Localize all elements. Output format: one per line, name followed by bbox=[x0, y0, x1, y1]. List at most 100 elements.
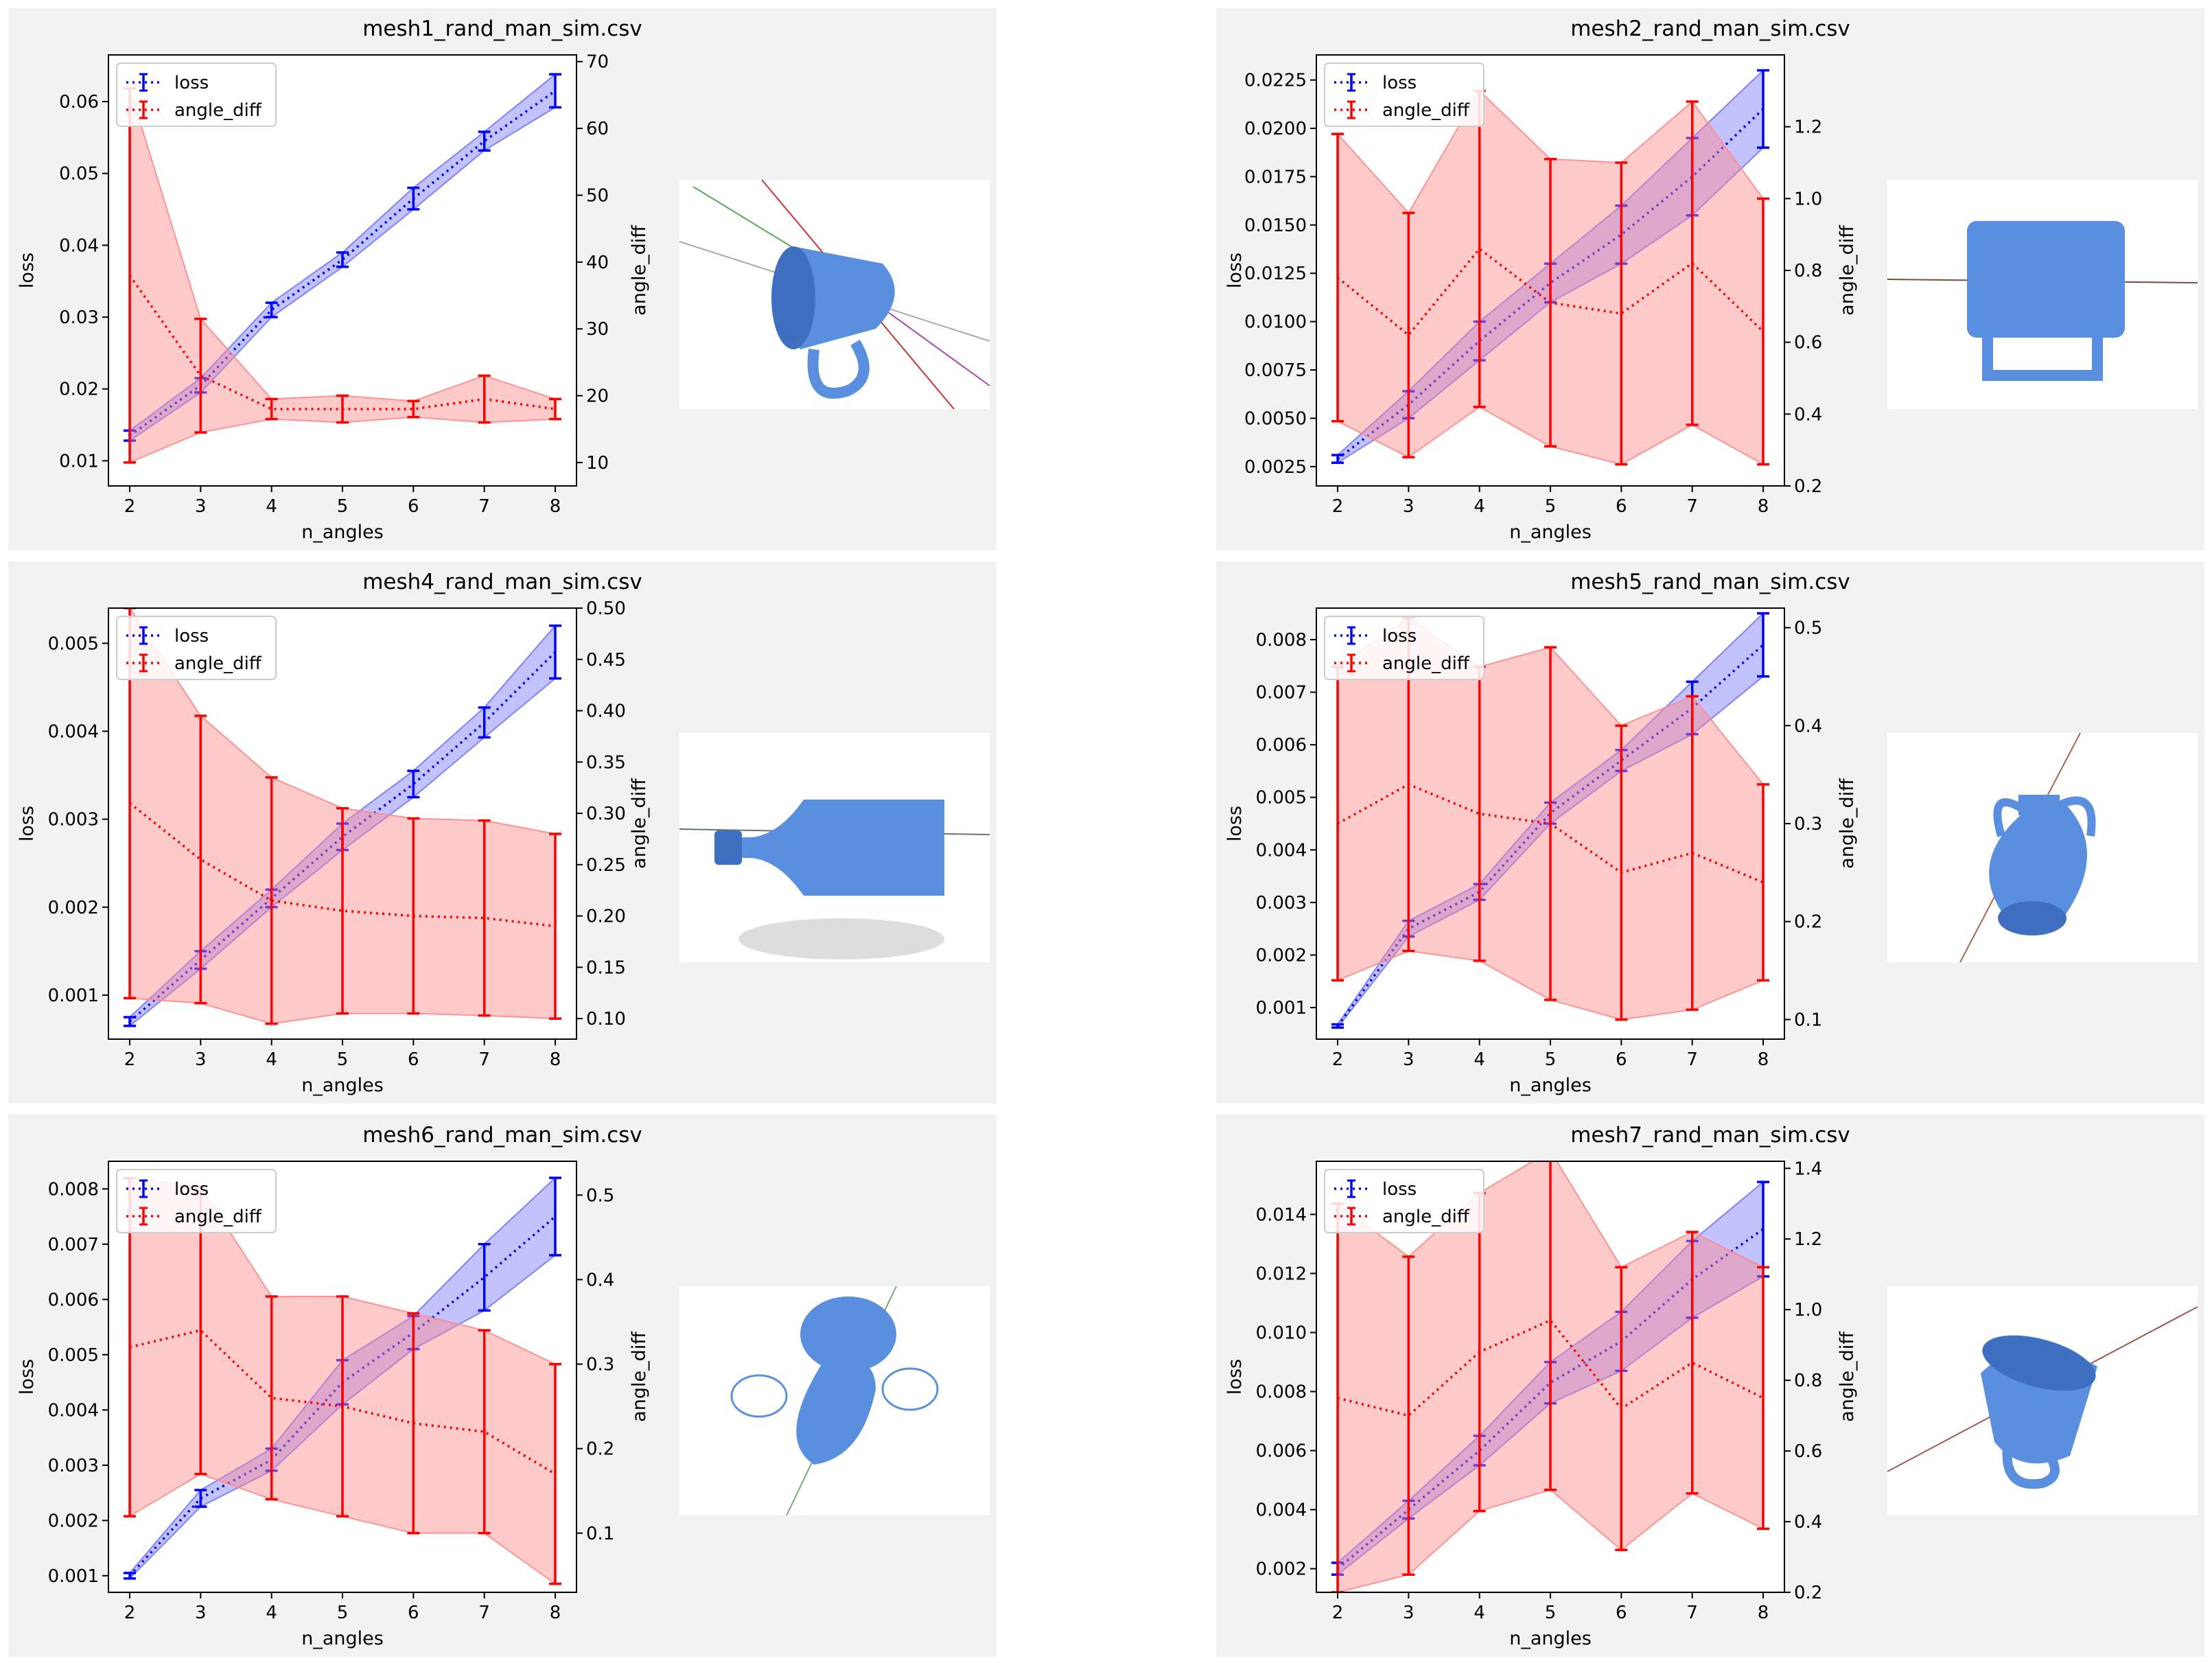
errorbar-loss bbox=[549, 624, 561, 680]
y2-tick-label: 0.30 bbox=[586, 804, 626, 824]
chart-title: mesh4_rand_man_sim.csv bbox=[362, 570, 642, 594]
plot-data bbox=[124, 73, 561, 464]
y-tick-label: 0.004 bbox=[1256, 840, 1307, 861]
y-tick-label: 0.002 bbox=[1256, 1559, 1307, 1580]
x-tick-label: 4 bbox=[266, 1603, 277, 1623]
y-tick-label: 0.001 bbox=[1256, 998, 1307, 1019]
y2-tick-label: 0.25 bbox=[586, 855, 626, 876]
errorbar-angle_diff bbox=[1757, 1266, 1769, 1531]
x-tick-label: 7 bbox=[478, 1603, 490, 1623]
y-tick-label: 0.002 bbox=[48, 898, 99, 918]
mesh-render-amphora bbox=[1887, 732, 2198, 963]
y2-tick-label: 0.2 bbox=[1794, 1583, 1822, 1603]
y2-tick-label: 0.3 bbox=[586, 1355, 614, 1375]
y-axis-label: loss bbox=[16, 806, 38, 841]
legend: loss angle_diff bbox=[116, 1169, 277, 1233]
y2-tick-label: 0.5 bbox=[1794, 618, 1822, 639]
y-tick-label: 0.010 bbox=[1256, 1323, 1307, 1343]
y2-axis-label: angle_diff bbox=[1837, 1331, 1858, 1422]
x-tick-label: 4 bbox=[1474, 496, 1485, 517]
y2-axis-label: angle_diff bbox=[629, 1331, 650, 1422]
x-axis-label: n_angles bbox=[1509, 522, 1592, 543]
x-tick-label: 6 bbox=[408, 496, 419, 517]
y-tick-label: 0.04 bbox=[59, 235, 99, 256]
x-tick-label: 2 bbox=[1332, 1603, 1344, 1623]
y2-tick-label: 0.15 bbox=[586, 957, 626, 978]
x-tick-label: 5 bbox=[337, 1603, 349, 1623]
y2-tick-label: 0.8 bbox=[1794, 1371, 1822, 1391]
y-tick-label: 0.0225 bbox=[1244, 71, 1307, 91]
x-tick-label: 3 bbox=[195, 496, 207, 517]
errorbar-loss bbox=[478, 1243, 491, 1312]
y-tick-label: 0.008 bbox=[48, 1179, 99, 1200]
y2-tick-label: 0.4 bbox=[1794, 404, 1822, 425]
x-tick-label: 3 bbox=[195, 1049, 207, 1070]
x-axis-label: n_angles bbox=[301, 1075, 384, 1096]
legend-item-angle_diff: angle_diff bbox=[126, 1207, 262, 1227]
errorbar-angle_diff bbox=[549, 833, 561, 1020]
x-tick-label: 5 bbox=[1545, 1049, 1557, 1070]
legend-label: loss bbox=[1382, 1179, 1417, 1200]
plot-data bbox=[1331, 69, 1769, 466]
legend: loss angle_diff bbox=[116, 62, 277, 127]
x-tick-label: 6 bbox=[408, 1049, 419, 1070]
x-tick-label: 4 bbox=[1474, 1603, 1485, 1623]
errorbar-angle_diff bbox=[407, 817, 420, 1015]
x-tick-label: 8 bbox=[550, 1049, 561, 1070]
y2-tick-label: 70 bbox=[586, 52, 609, 73]
x-tick-label: 6 bbox=[408, 1603, 419, 1623]
errorbar-loss bbox=[549, 1176, 561, 1257]
y-tick-label: 0.012 bbox=[1256, 1264, 1307, 1284]
y2-tick-label: 40 bbox=[586, 253, 609, 273]
y-tick-label: 0.005 bbox=[48, 633, 99, 654]
y2-tick-label: 0.4 bbox=[586, 1270, 614, 1290]
x-tick-label: 3 bbox=[1403, 1049, 1414, 1070]
y-axis-label: loss bbox=[16, 1359, 38, 1395]
legend: loss angle_diff bbox=[1324, 616, 1485, 680]
y-tick-label: 0.001 bbox=[48, 1566, 99, 1587]
errorbar-angle_diff bbox=[265, 397, 278, 421]
x-tick-label: 4 bbox=[1474, 1049, 1485, 1070]
errorbar-angle_diff bbox=[194, 317, 207, 434]
y2-tick-label: 0.20 bbox=[586, 907, 626, 927]
chart-svg: 2 3 4 5 6 7 8 0.001 0.002 0.003 0.004 0.005 0.10 0.15… bbox=[16, 598, 990, 1096]
errorbar-angle_diff bbox=[1615, 1266, 1628, 1551]
mesh-render-tankard bbox=[1887, 180, 2198, 409]
y-tick-label: 0.005 bbox=[1256, 788, 1307, 809]
x-axis-label: n_angles bbox=[301, 522, 384, 543]
y2-tick-label: 0.35 bbox=[586, 752, 626, 773]
legend-item-loss: loss bbox=[1334, 626, 1417, 647]
y-tick-label: 0.003 bbox=[48, 1456, 99, 1476]
y-tick-label: 0.0150 bbox=[1244, 216, 1307, 236]
chart-svg: 2 3 4 5 6 7 8 0.001 0.002 0.003 0.004 0.005 0.006 0.0… bbox=[1224, 607, 2198, 1096]
y2-tick-label: 30 bbox=[586, 319, 609, 340]
x-tick-label: 8 bbox=[1758, 1603, 1769, 1623]
y-tick-label: 0.0100 bbox=[1244, 312, 1307, 333]
legend-label: angle_diff bbox=[1382, 653, 1470, 674]
legend-item-angle_diff: angle_diff bbox=[1334, 100, 1470, 121]
errorbar-angle_diff bbox=[407, 399, 420, 419]
y2-tick-label: 1.2 bbox=[1794, 117, 1822, 138]
x-tick-label: 2 bbox=[124, 1603, 136, 1623]
errorbar-angle_diff bbox=[407, 1312, 420, 1535]
y-tick-label: 0.008 bbox=[1256, 630, 1307, 651]
y-tick-label: 0.0125 bbox=[1244, 264, 1307, 284]
errorbar-angle_diff bbox=[478, 819, 491, 1017]
y-tick-label: 0.004 bbox=[48, 721, 99, 742]
x-tick-label: 2 bbox=[1332, 1049, 1344, 1070]
x-tick-label: 6 bbox=[1616, 1049, 1627, 1070]
errorbar-loss bbox=[336, 251, 349, 268]
y-tick-label: 0.004 bbox=[1256, 1500, 1307, 1521]
y-axis-label: loss bbox=[1224, 806, 1246, 841]
y-tick-label: 0.002 bbox=[1256, 945, 1307, 966]
errorbar-angle_diff bbox=[549, 1362, 561, 1585]
y2-tick-label: 0.50 bbox=[586, 598, 626, 619]
chart-panel-6: mesh7_rand_man_sim.csv 2 3 4 5 6 7 8 0.002 0.004 0… bbox=[1216, 1115, 2204, 1657]
errorbar-angle_diff bbox=[1544, 158, 1557, 448]
errorbar-loss bbox=[407, 186, 420, 211]
errorbar-loss bbox=[478, 706, 491, 739]
y-tick-label: 0.02 bbox=[59, 380, 99, 400]
x-axis-label: n_angles bbox=[301, 1628, 384, 1649]
chart-svg: 2 3 4 5 6 7 8 0.0025 0.0050 0.0075 0.0100 0.0125 0.0… bbox=[1224, 54, 2198, 543]
errorbar-loss bbox=[1331, 1023, 1344, 1029]
